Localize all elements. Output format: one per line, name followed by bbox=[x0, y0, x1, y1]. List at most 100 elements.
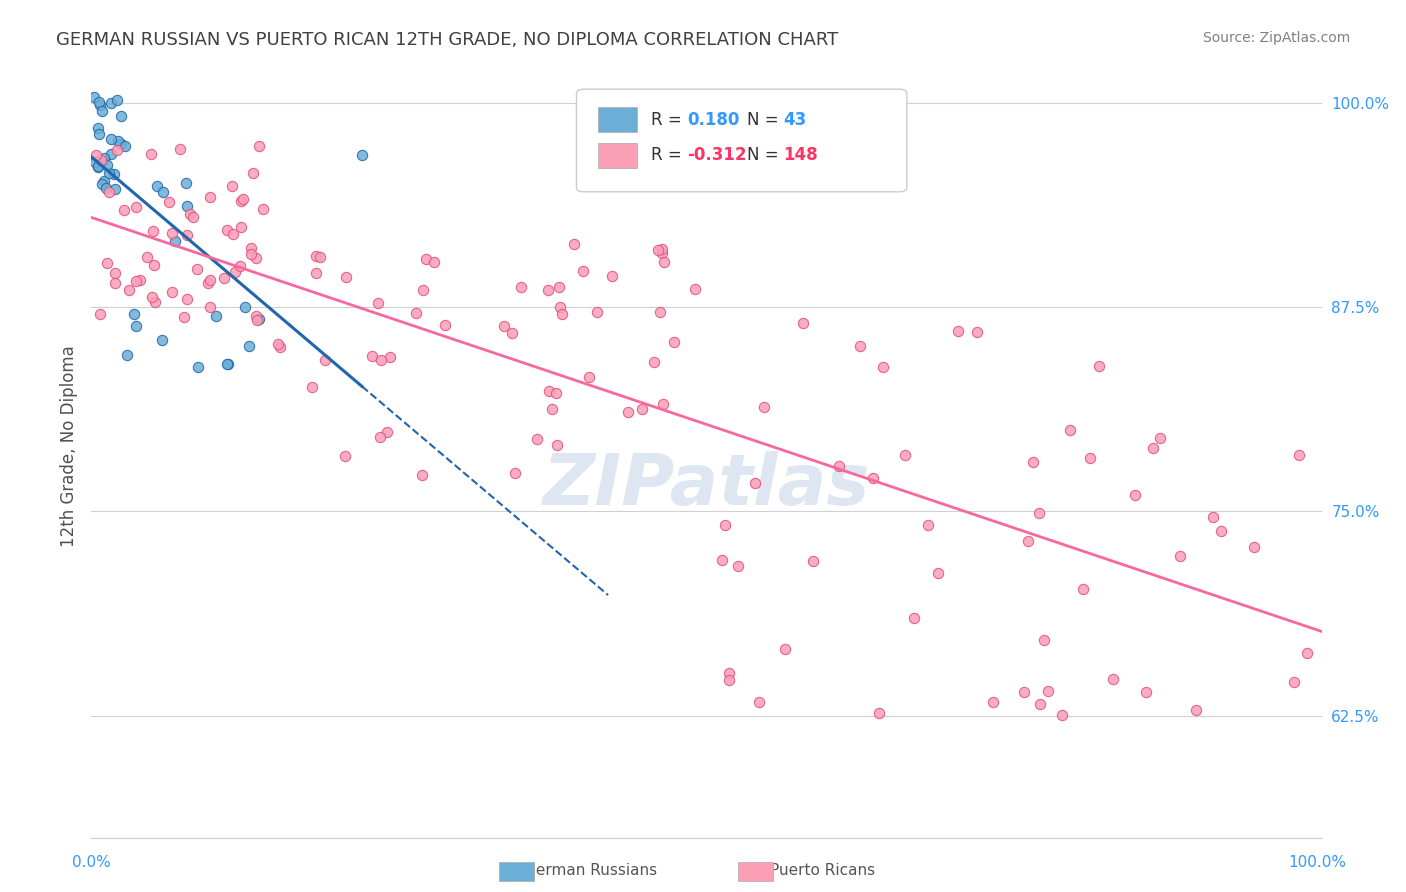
Point bbox=[301, 380, 323, 394]
Point bbox=[107, 93, 129, 107]
Point bbox=[647, 244, 669, 258]
Point bbox=[1036, 684, 1059, 698]
Point bbox=[143, 294, 166, 309]
Point bbox=[110, 136, 132, 151]
Point bbox=[107, 135, 129, 149]
Point bbox=[205, 309, 228, 323]
Point bbox=[412, 283, 434, 297]
Text: N =: N = bbox=[747, 146, 783, 164]
Point bbox=[1029, 697, 1052, 711]
Point bbox=[537, 283, 560, 297]
Point bbox=[249, 311, 271, 326]
Point bbox=[221, 179, 243, 194]
Point bbox=[411, 468, 433, 483]
Point bbox=[509, 279, 531, 293]
Point bbox=[89, 307, 111, 321]
Y-axis label: 12th Grade, No Diploma: 12th Grade, No Diploma bbox=[59, 345, 77, 547]
Point bbox=[423, 255, 446, 269]
Point bbox=[550, 307, 572, 321]
Point bbox=[125, 274, 148, 288]
Point bbox=[100, 147, 122, 161]
Point bbox=[849, 339, 872, 353]
Point bbox=[112, 202, 135, 217]
Point bbox=[176, 292, 198, 306]
Point bbox=[1050, 707, 1073, 722]
Point bbox=[501, 326, 523, 340]
Point bbox=[169, 142, 191, 156]
Point bbox=[141, 146, 163, 161]
Point bbox=[546, 438, 568, 452]
Text: 0.180: 0.180 bbox=[688, 111, 740, 128]
Point bbox=[269, 340, 291, 354]
Point bbox=[118, 283, 141, 297]
Point bbox=[146, 178, 169, 193]
Point bbox=[434, 318, 457, 332]
Point bbox=[162, 285, 184, 299]
Point bbox=[305, 249, 328, 263]
Point bbox=[162, 226, 184, 240]
Point bbox=[198, 300, 221, 314]
Point bbox=[187, 359, 209, 374]
Point bbox=[181, 210, 204, 224]
Point bbox=[98, 186, 121, 200]
Point bbox=[526, 432, 548, 446]
Point bbox=[197, 277, 219, 291]
Text: R =: R = bbox=[651, 146, 688, 164]
Point bbox=[1288, 448, 1310, 462]
Point bbox=[105, 143, 128, 157]
Text: ZIPatlas: ZIPatlas bbox=[543, 450, 870, 520]
Point bbox=[378, 351, 401, 365]
Point bbox=[87, 159, 110, 173]
Point bbox=[586, 305, 609, 319]
Point bbox=[1135, 685, 1157, 699]
Point bbox=[652, 254, 675, 268]
Point bbox=[215, 357, 238, 371]
Point bbox=[186, 262, 208, 277]
Text: R =: R = bbox=[651, 111, 688, 128]
Point bbox=[165, 234, 187, 248]
Point bbox=[233, 300, 256, 314]
Point bbox=[903, 611, 925, 625]
Point bbox=[1282, 674, 1305, 689]
Point bbox=[176, 199, 198, 213]
Point bbox=[198, 273, 221, 287]
Point bbox=[643, 355, 665, 369]
Point bbox=[86, 148, 108, 162]
Point bbox=[744, 475, 766, 490]
Point bbox=[571, 263, 593, 277]
Point bbox=[240, 241, 263, 255]
Point bbox=[548, 301, 571, 315]
Point bbox=[314, 352, 336, 367]
Point bbox=[308, 250, 330, 264]
Point bbox=[215, 223, 238, 237]
Point bbox=[868, 706, 890, 721]
Point bbox=[1059, 423, 1081, 437]
Point bbox=[1087, 359, 1109, 374]
Point bbox=[122, 307, 145, 321]
Point bbox=[1101, 672, 1123, 686]
Point bbox=[115, 348, 138, 362]
Point bbox=[129, 273, 152, 287]
Point bbox=[200, 190, 222, 204]
Point bbox=[90, 153, 112, 167]
Point bbox=[718, 673, 741, 688]
Point bbox=[1168, 549, 1191, 563]
Point bbox=[981, 695, 1004, 709]
Point bbox=[1017, 534, 1039, 549]
Point bbox=[375, 425, 398, 440]
Point bbox=[179, 207, 201, 221]
Point bbox=[370, 352, 392, 367]
Point bbox=[648, 305, 671, 319]
Point bbox=[966, 325, 988, 339]
Point bbox=[84, 155, 107, 169]
Point bbox=[361, 349, 384, 363]
Point bbox=[1071, 582, 1094, 596]
Point bbox=[124, 319, 146, 334]
Point bbox=[87, 95, 110, 109]
Point bbox=[245, 309, 267, 323]
Point bbox=[1295, 646, 1317, 660]
Point bbox=[93, 173, 115, 187]
Text: 0.0%: 0.0% bbox=[72, 855, 111, 870]
Point bbox=[368, 430, 391, 444]
Point bbox=[87, 120, 110, 135]
